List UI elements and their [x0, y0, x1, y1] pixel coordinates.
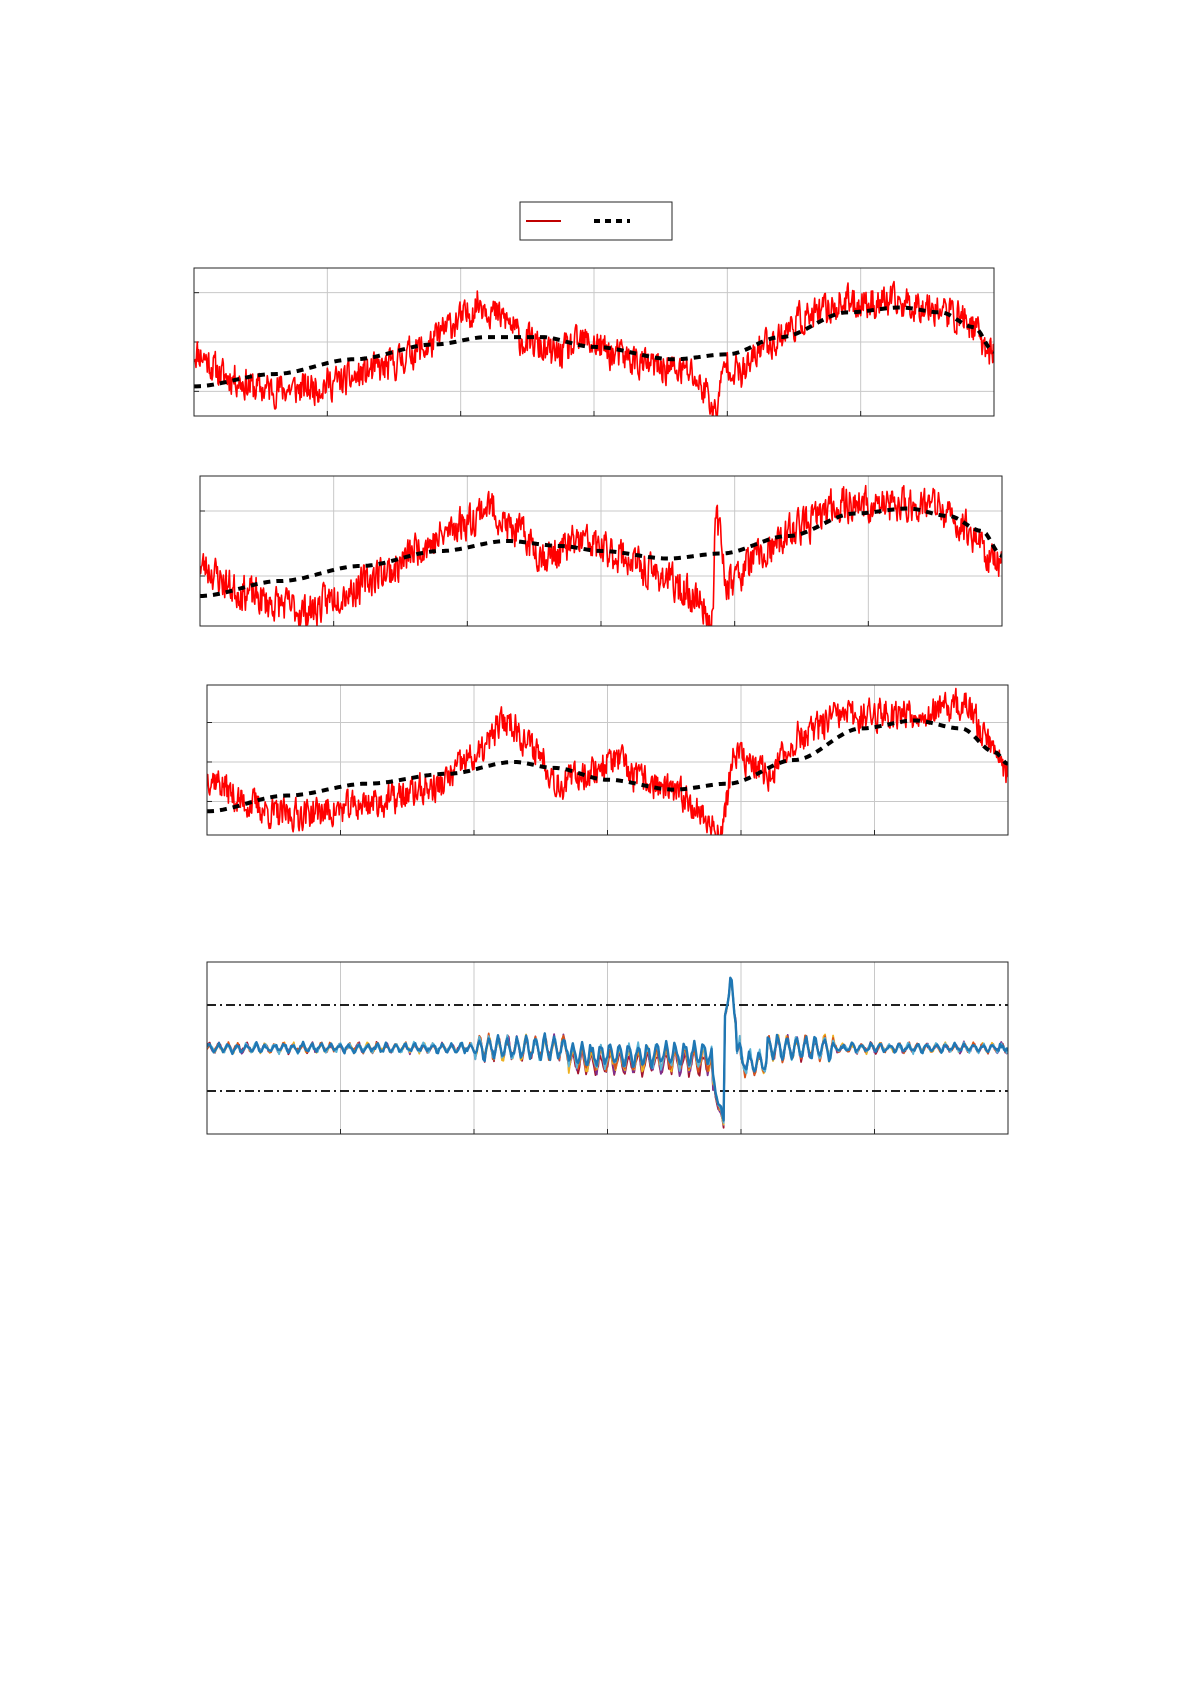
plot-area: [207, 976, 1008, 1129]
chart-panels: [193, 267, 1009, 1135]
chart-panel-2: [199, 475, 1003, 627]
chart-panel-4: [206, 961, 1009, 1135]
series-measured-line: [207, 687, 1008, 835]
legend: [519, 201, 673, 241]
series-line-1: [207, 976, 1008, 1122]
chart-panel-3: [206, 684, 1009, 836]
axes-frame: [206, 684, 1009, 836]
plot-area: [200, 484, 1002, 626]
axes-frame: [199, 475, 1003, 627]
chart-panel-1: [193, 267, 995, 417]
series-trend-line: [194, 305, 994, 389]
series-trend-line: [207, 718, 1008, 814]
plot-area: [207, 687, 1008, 835]
axes-frame: [193, 267, 995, 417]
axes-frame: [206, 961, 1009, 1135]
series-measured-line: [200, 484, 1002, 626]
plot-area: [194, 280, 994, 416]
series-measured-line: [194, 280, 994, 416]
series-trend-line: [200, 506, 1002, 598]
